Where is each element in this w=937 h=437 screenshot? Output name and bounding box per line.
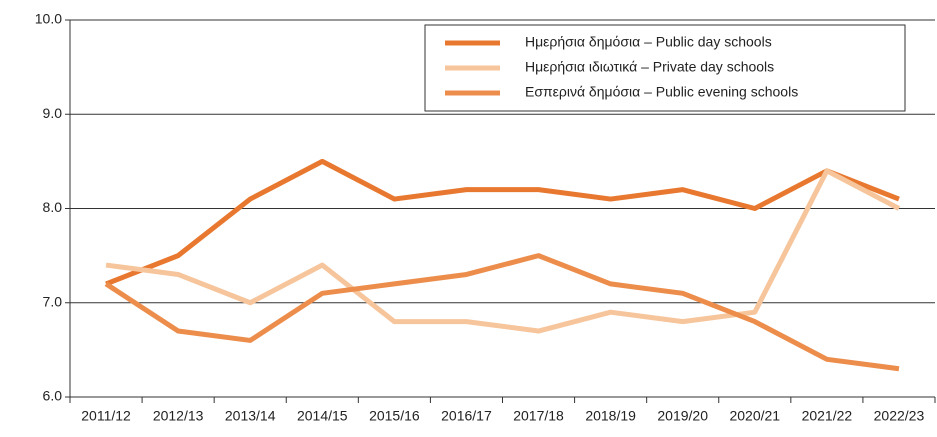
x-tick-label: 2021/22 bbox=[802, 408, 853, 424]
x-tick-label: 2022/23 bbox=[874, 408, 925, 424]
series-line bbox=[105, 168, 901, 334]
y-tick-label: 9.0 bbox=[43, 105, 63, 121]
y-tick-label: 6.0 bbox=[43, 388, 63, 404]
y-tick-label: 10.0 bbox=[35, 11, 62, 27]
series-line bbox=[104, 253, 900, 372]
y-tick-label: 8.0 bbox=[43, 199, 63, 215]
x-tick-label: 2015/16 bbox=[369, 408, 420, 424]
x-tick-label: 2012/13 bbox=[153, 408, 204, 424]
x-tick-label: 2016/17 bbox=[441, 408, 492, 424]
x-tick-label: 2019/20 bbox=[657, 408, 708, 424]
x-tick-label: 2011/12 bbox=[81, 408, 131, 424]
x-tick-label: 2018/19 bbox=[585, 408, 636, 424]
series-line bbox=[105, 158, 900, 287]
x-tick-label: 2017/18 bbox=[513, 408, 564, 424]
legend-label: Ημερήσια δημόσια – Public day schools bbox=[525, 34, 772, 50]
x-tick-label: 2014/15 bbox=[297, 408, 348, 424]
legend-label: Εσπερινά δημόσια – Public evening school… bbox=[525, 84, 798, 100]
legend-box bbox=[424, 24, 906, 112]
legend-label: Ημερήσια ιδιωτικά – Private day schools bbox=[525, 59, 774, 75]
x-tick-label: 2013/14 bbox=[225, 408, 276, 424]
x-tick-label: 2020/21 bbox=[729, 408, 780, 424]
y-tick-label: 7.0 bbox=[43, 293, 63, 309]
